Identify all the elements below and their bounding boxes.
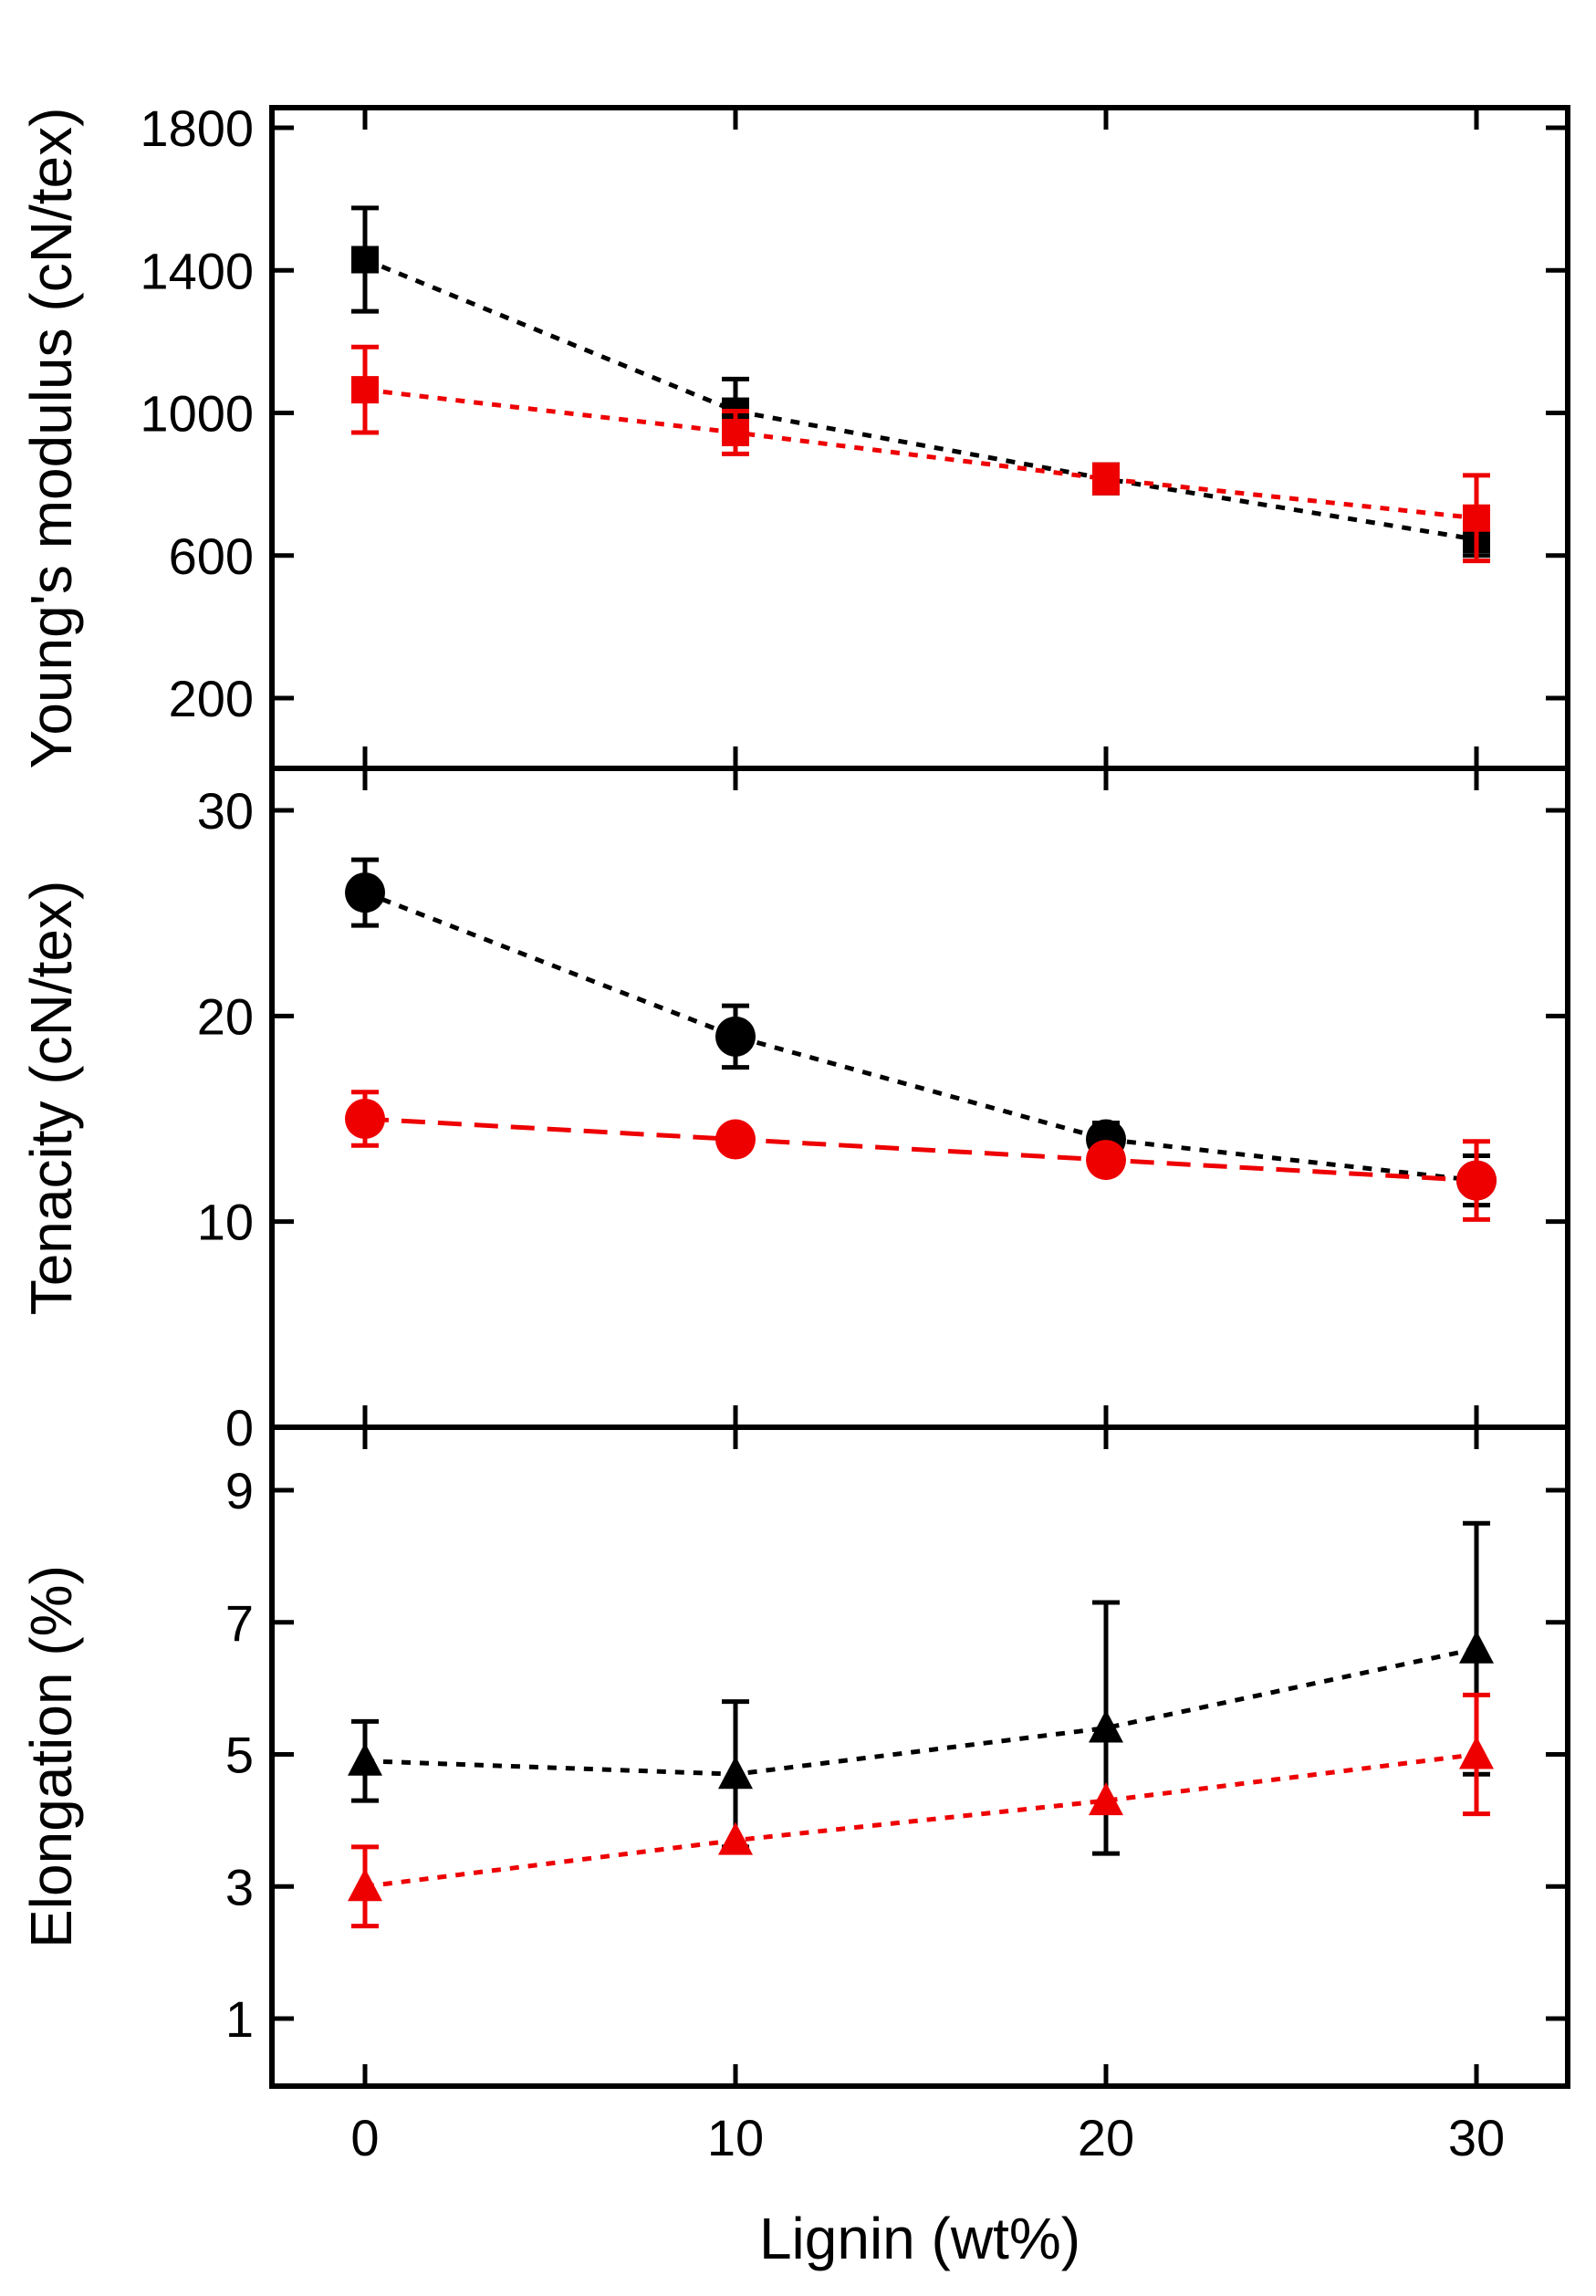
data-point xyxy=(1463,504,1490,532)
data-point xyxy=(348,1742,382,1776)
panel-elongation: 1 3 5 7 9 Elongation (%) xyxy=(18,1425,1570,2089)
y-tick-label: 1400 xyxy=(140,242,254,299)
data-point xyxy=(345,1099,385,1139)
series-black-modulus xyxy=(351,205,1490,558)
y-axis-title: Young's modulus (cN/tex) xyxy=(18,108,84,769)
y-axis-title: Tenacity (cN/tex) xyxy=(18,881,84,1316)
data-point xyxy=(348,1868,382,1902)
y-tick-label: 7 xyxy=(225,1594,254,1652)
panel-modulus: 200 600 1000 1400 1800 Young's modulus (cN/te… xyxy=(18,99,1570,771)
y-tick-label: 200 xyxy=(169,670,254,727)
data-point xyxy=(718,1821,753,1855)
panel-tenacity: 0 10 20 30 Tenacity (cN/tex) xyxy=(18,766,1570,1456)
x-tick-label: 10 xyxy=(707,2109,764,2166)
data-point xyxy=(345,872,385,913)
y-tick-label: 1 xyxy=(225,1990,254,2048)
trend-line xyxy=(364,257,1477,542)
x-tick-label: 0 xyxy=(350,2109,379,2166)
y-tick-label: 10 xyxy=(197,1194,254,1251)
data-point xyxy=(715,1016,756,1057)
data-point xyxy=(722,418,749,446)
series-black-elongation xyxy=(348,1520,1494,1856)
panel-frame xyxy=(269,105,1570,771)
trend-line xyxy=(364,387,1477,521)
series-red-elongation xyxy=(348,1692,1494,1929)
data-point xyxy=(1456,1160,1497,1201)
trend-line xyxy=(364,1752,1477,1889)
series-black-tenacity xyxy=(345,857,1497,1208)
data-point xyxy=(1086,1140,1126,1181)
y-tick-label: 5 xyxy=(225,1727,254,1784)
y-tick-label: 1000 xyxy=(140,385,254,443)
y-tick-label: 30 xyxy=(197,782,254,840)
x-tick-label: 20 xyxy=(1078,2109,1134,2166)
y-tick-label: 3 xyxy=(225,1858,254,1915)
data-point xyxy=(715,1119,756,1160)
x-axis-title: Lignin (wt%) xyxy=(759,2206,1080,2271)
y-tick-label: 1800 xyxy=(140,99,254,157)
data-point xyxy=(1092,464,1120,493)
series-red-tenacity xyxy=(345,1090,1497,1222)
data-point xyxy=(1089,1709,1123,1743)
x-tick-label: 30 xyxy=(1448,2109,1505,2166)
panel-frame xyxy=(269,1425,1570,2089)
y-tick-label: 600 xyxy=(169,527,254,585)
y-axis-title: Elongation (%) xyxy=(18,1565,84,1948)
data-point xyxy=(1459,1736,1494,1769)
data-point xyxy=(351,376,379,404)
y-tick-label: 9 xyxy=(225,1462,254,1519)
data-point xyxy=(1459,1630,1494,1664)
y-tick-label: 20 xyxy=(197,987,254,1045)
data-point xyxy=(718,1756,753,1790)
trend-line xyxy=(364,1646,1477,1777)
panel-frame xyxy=(269,766,1570,1430)
x-axis: 0 10 20 30 Lignin (wt%) xyxy=(350,2109,1505,2271)
series-red-modulus xyxy=(351,344,1490,564)
data-point xyxy=(351,245,379,274)
trend-line xyxy=(364,890,1477,1184)
y-tick-label: 0 xyxy=(225,1399,254,1456)
data-point xyxy=(1089,1782,1123,1816)
trend-line xyxy=(364,1116,1477,1184)
